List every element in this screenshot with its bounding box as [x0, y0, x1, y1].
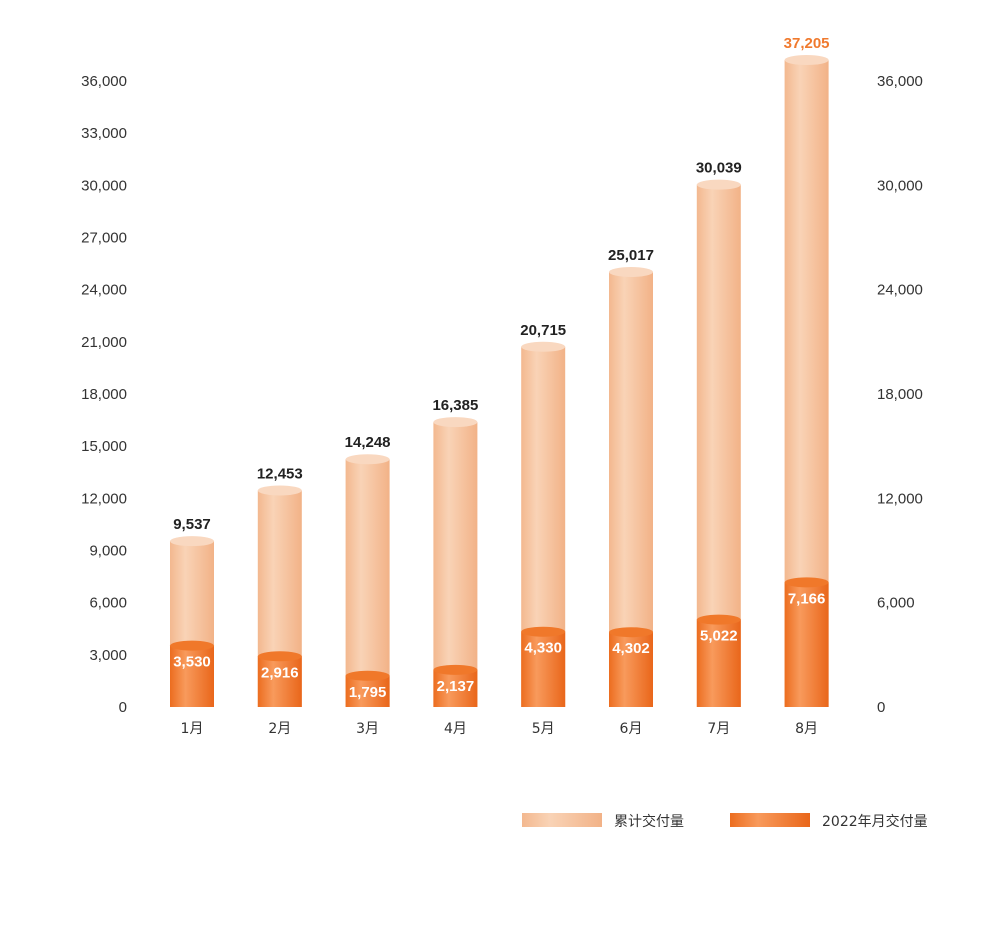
legend-label-total: 累计交付量: [614, 813, 684, 830]
bar-monthly: [345, 675, 390, 707]
left-tick-label: 33,000: [81, 125, 127, 142]
bar-total: [345, 459, 390, 707]
right-tick-label: 18,000: [877, 386, 923, 403]
right-tick-label: 30,000: [877, 177, 923, 194]
bar-monthly: [609, 632, 653, 707]
bar-monthly-cap: [609, 627, 653, 638]
left-tick-label: 36,000: [81, 73, 127, 90]
left-tick-label: 27,000: [81, 230, 127, 247]
left-tick-label: 0: [119, 699, 127, 716]
left-y-axis: 0 3,000 6,000 9,000 12,000 15,000 18,000 21,000…: [81, 73, 127, 716]
bar-monthly: [433, 669, 478, 707]
total-value-label: 37,205: [784, 35, 830, 52]
left-tick-label: 3,000: [89, 647, 127, 664]
monthly-value-label: 2,137: [437, 678, 475, 695]
bar-total-cap: [345, 454, 390, 465]
x-tick-label: 4月: [444, 721, 467, 737]
bar-monthly-cap: [170, 640, 214, 651]
right-y-axis: 0 6,000 12,000 18,000 24,000 30,000 36,000: [877, 73, 923, 716]
total-value-label: 20,715: [520, 322, 566, 339]
bar-group: 30,039 5,022: [696, 160, 742, 708]
total-value-label: 25,017: [608, 247, 654, 264]
bar-group: 14,248 1,795: [345, 434, 391, 707]
total-value-label: 12,453: [257, 465, 303, 482]
x-tick-label: 3月: [356, 721, 379, 737]
left-tick-label: 12,000: [81, 490, 127, 507]
bar-group: 25,017 4,302: [608, 247, 654, 707]
left-tick-label: 15,000: [81, 438, 127, 455]
bar-monthly-cap: [521, 626, 566, 637]
monthly-value-label: 1,795: [349, 684, 387, 701]
monthly-value-label: 4,330: [524, 640, 562, 657]
bar-monthly-cap: [433, 664, 478, 675]
x-tick-label: 1月: [181, 721, 204, 737]
bar-group: 12,453 2,916: [257, 465, 303, 707]
bar-monthly: [170, 645, 214, 707]
x-tick-label: 2月: [268, 721, 291, 737]
bar-total-cap: [433, 417, 478, 428]
right-tick-label: 36,000: [877, 73, 923, 90]
bars-group: 9,537 3,530 12,453 2,916 14,248 1,795 16,385 2,…: [170, 35, 830, 708]
x-tick-label: 7月: [707, 721, 730, 737]
legend-swatch-total: [522, 813, 602, 827]
right-tick-label: 6,000: [877, 595, 915, 612]
bar-total-cap: [257, 485, 302, 496]
x-axis: 1月 2月 3月 4月 5月 6月 7月 8月: [181, 721, 819, 737]
left-tick-label: 21,000: [81, 334, 127, 351]
monthly-value-label: 4,302: [612, 640, 650, 657]
left-tick-label: 30,000: [81, 177, 127, 194]
bar-total-cap: [609, 266, 653, 277]
bar-total-cap: [784, 55, 829, 66]
legend-label-monthly: 2022年月交付量: [822, 813, 928, 830]
monthly-value-label: 5,022: [700, 628, 738, 645]
bar-group: 16,385 2,137: [432, 397, 478, 707]
monthly-value-label: 3,530: [173, 654, 211, 671]
monthly-value-label: 7,166: [788, 590, 826, 607]
left-tick-label: 9,000: [89, 543, 127, 560]
bar-total: [433, 422, 478, 707]
total-value-label: 16,385: [432, 397, 478, 414]
bar-total-cap: [170, 536, 214, 547]
bar-monthly: [784, 582, 829, 707]
bar-monthly: [696, 619, 741, 707]
bar-total-cap: [696, 179, 741, 190]
left-tick-label: 18,000: [81, 386, 127, 403]
right-tick-label: 24,000: [877, 282, 923, 299]
bar-monthly-cap: [784, 577, 829, 588]
bar-monthly-cap: [345, 670, 390, 681]
bar-monthly: [521, 631, 566, 707]
total-value-label: 30,039: [696, 160, 742, 177]
legend-swatch-monthly: [730, 813, 810, 827]
bar-monthly: [257, 656, 302, 707]
bar-group: 9,537 3,530: [170, 516, 214, 707]
x-tick-label: 5月: [532, 721, 555, 737]
bar-group: 37,205 7,166: [784, 35, 830, 708]
total-value-label: 9,537: [173, 516, 211, 533]
right-tick-label: 0: [877, 699, 885, 716]
monthly-value-label: 2,916: [261, 664, 299, 681]
x-tick-label: 8月: [795, 721, 818, 737]
bar-monthly-cap: [257, 651, 302, 662]
right-tick-label: 12,000: [877, 490, 923, 507]
x-tick-label: 6月: [620, 721, 643, 737]
left-tick-label: 6,000: [89, 595, 127, 612]
bar-monthly-cap: [696, 614, 741, 625]
bar-group: 20,715 4,330: [520, 322, 566, 707]
left-tick-label: 24,000: [81, 282, 127, 299]
legend: 累计交付量 2022年月交付量: [522, 813, 928, 830]
bar-total-cap: [521, 341, 566, 352]
total-value-label: 14,248: [345, 434, 391, 451]
